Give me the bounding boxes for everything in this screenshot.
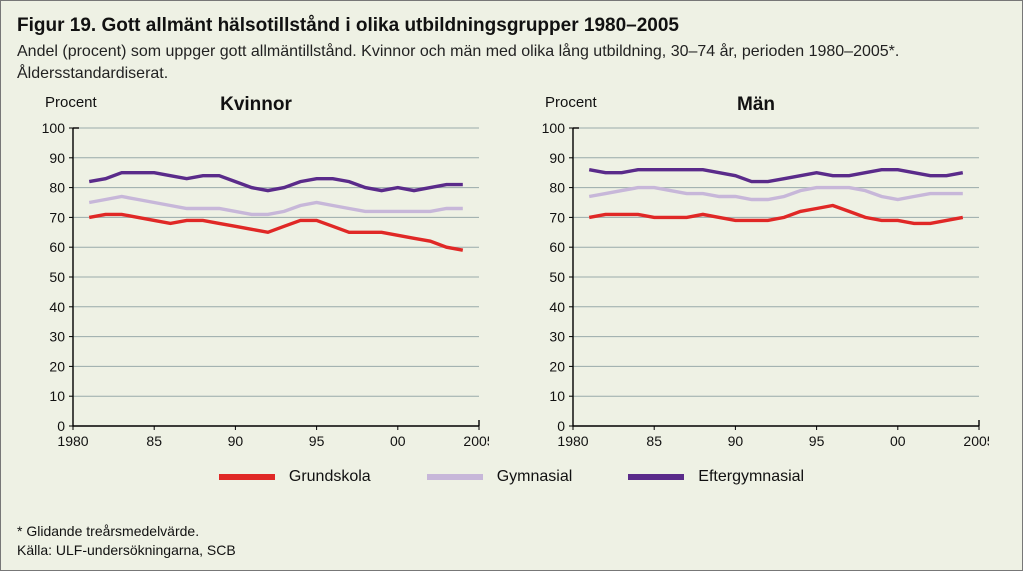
panel-kvinnor: Procent Kvinnor 010203040506070809010019…	[23, 94, 489, 452]
svg-text:1980: 1980	[557, 433, 588, 449]
svg-text:50: 50	[49, 269, 65, 285]
svg-text:2005: 2005	[463, 433, 489, 449]
svg-text:85: 85	[646, 433, 662, 449]
chart-man: 0 10 20 30 40 50 60 70 80 90 100 1980 85 90 95 00 2005	[523, 118, 989, 452]
svg-text:60: 60	[49, 239, 65, 255]
swatch-grundskola	[219, 474, 275, 480]
legend-label-eftergymnasial: Eftergymnasial	[698, 468, 804, 486]
swatch-gymnasial	[427, 474, 483, 480]
legend-label-grundskola: Grundskola	[289, 468, 371, 486]
legend-item-eftergymnasial: Eftergymnasial	[628, 468, 804, 486]
figure-container: Figur 19. Gott allmänt hälsotillstånd i …	[0, 0, 1023, 571]
legend-label-gymnasial: Gymnasial	[497, 468, 573, 486]
svg-text:0: 0	[57, 418, 65, 434]
svg-text:00: 00	[390, 433, 406, 449]
panel-man: Procent Män 0102030405060708090100198085…	[523, 94, 989, 452]
svg-text:2005: 2005	[963, 433, 989, 449]
chart-svg-man: 0 10 20 30 40 50 60 70 80 90 100 1980 85 90 95 00 2005	[523, 122, 989, 452]
svg-text:20: 20	[49, 359, 65, 375]
chart-svg-kvinnor: 0 10 20 30 40 50 60 70 80 90 100 1980 85 90 95 00 2005	[23, 122, 489, 452]
svg-text:40: 40	[49, 299, 65, 315]
svg-text:00: 00	[890, 433, 906, 449]
svg-text:80: 80	[549, 180, 565, 196]
svg-text:90: 90	[549, 150, 565, 166]
svg-text:20: 20	[549, 359, 565, 375]
svg-text:10: 10	[49, 388, 65, 404]
footnote: * Glidande treårsmedelvärde. Källa: ULF-…	[17, 522, 236, 560]
svg-text:0: 0	[557, 418, 565, 434]
svg-text:100: 100	[42, 122, 66, 136]
y-axis-label: Procent	[45, 94, 97, 111]
svg-text:90: 90	[728, 433, 744, 449]
svg-text:95: 95	[309, 433, 325, 449]
svg-text:1980: 1980	[57, 433, 88, 449]
svg-text:30: 30	[549, 329, 565, 345]
svg-text:85: 85	[146, 433, 162, 449]
svg-text:80: 80	[49, 180, 65, 196]
svg-text:50: 50	[549, 269, 565, 285]
footnote-line1: * Glidande treårsmedelvärde.	[17, 522, 236, 541]
svg-text:60: 60	[549, 239, 565, 255]
figure-subtitle: Andel (procent) som uppger gott allmänti…	[17, 41, 1006, 84]
svg-text:30: 30	[49, 329, 65, 345]
panels-row: Procent Kvinnor 010203040506070809010019…	[17, 94, 1006, 452]
legend: Grundskola Gymnasial Eftergymnasial	[17, 468, 1006, 486]
chart-kvinnor: 0 10 20 30 40 50 60 70 80 90 100 1980 85 90 95 00 2005	[23, 118, 489, 452]
svg-text:95: 95	[809, 433, 825, 449]
legend-item-gymnasial: Gymnasial	[427, 468, 573, 486]
svg-text:90: 90	[228, 433, 244, 449]
svg-text:70: 70	[549, 210, 565, 226]
svg-text:90: 90	[49, 150, 65, 166]
svg-text:100: 100	[542, 122, 566, 136]
footnote-line2: Källa: ULF-undersökningarna, SCB	[17, 541, 236, 560]
figure-title: Figur 19. Gott allmänt hälsotillstånd i …	[17, 15, 1006, 37]
svg-text:70: 70	[49, 210, 65, 226]
svg-text:10: 10	[549, 388, 565, 404]
svg-text:40: 40	[549, 299, 565, 315]
legend-item-grundskola: Grundskola	[219, 468, 371, 486]
y-axis-label: Procent	[545, 94, 597, 111]
swatch-eftergymnasial	[628, 474, 684, 480]
